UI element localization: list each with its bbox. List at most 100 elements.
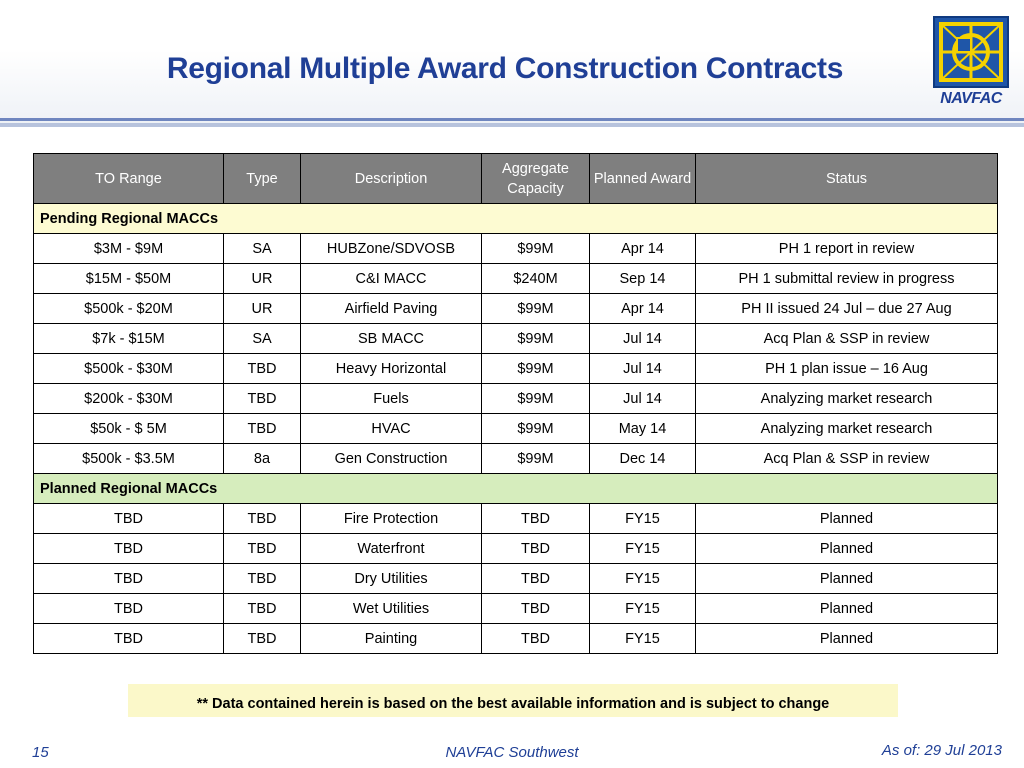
cell-to-range: $500k - $20M	[33, 293, 224, 324]
table-row: $500k - $3.5M 8a Gen Construction $99M Dec 1…	[33, 443, 998, 474]
cell-type: UR	[223, 293, 301, 324]
cell-aggregate-capacity: TBD	[481, 593, 590, 624]
cell-type: TBD	[223, 353, 301, 384]
cell-to-range: $15M - $50M	[33, 263, 224, 294]
cell-description: HUBZone/SDVOSB	[300, 233, 482, 264]
cell-planned-award: FY15	[589, 533, 696, 564]
table-row: TBD TBD Dry Utilities TBD FY15 Planned	[33, 563, 998, 594]
cell-to-range: $500k - $3.5M	[33, 443, 224, 474]
table-row: $15M - $50M UR C&I MACC $240M Sep 14 PH 1 sub…	[33, 263, 998, 294]
cell-planned-award: Jul 14	[589, 323, 696, 354]
cell-aggregate-capacity: $99M	[481, 293, 590, 324]
col-header-status: Status	[695, 153, 998, 204]
macc-table: TO Range Type Description Aggregate Capa…	[33, 153, 998, 654]
cell-planned-award: FY15	[589, 593, 696, 624]
cell-planned-award: Apr 14	[589, 293, 696, 324]
logo-emblem	[933, 16, 1009, 88]
cell-to-range: TBD	[33, 503, 224, 534]
navfac-logo: NAVFAC	[933, 16, 1009, 109]
cell-planned-award: FY15	[589, 623, 696, 654]
table-row: $50k - $ 5M TBD HVAC $99M May 14 Analyzing ma…	[33, 413, 998, 444]
cell-description: Airfield Paving	[300, 293, 482, 324]
cell-status: Acq Plan & SSP in review	[695, 323, 998, 354]
cell-description: Painting	[300, 623, 482, 654]
compass-emblem-icon	[939, 22, 1003, 82]
header-rule-light	[0, 123, 1024, 127]
cell-description: C&I MACC	[300, 263, 482, 294]
cell-description: Fuels	[300, 383, 482, 414]
cell-to-range: $500k - $30M	[33, 353, 224, 384]
table-row: TBD TBD Fire Protection TBD FY15 Planned	[33, 503, 998, 534]
section-row: Planned Regional MACCs	[33, 473, 998, 504]
cell-aggregate-capacity: $99M	[481, 383, 590, 414]
section-row: Pending Regional MACCs	[33, 203, 998, 234]
cell-planned-award: FY15	[589, 503, 696, 534]
cell-to-range: $7k - $15M	[33, 323, 224, 354]
slide-title: Regional Multiple Award Construction Con…	[166, 52, 844, 85]
cell-status: Planned	[695, 563, 998, 594]
col-header-to-range: TO Range	[33, 153, 224, 204]
cell-type: TBD	[223, 383, 301, 414]
cell-description: Fire Protection	[300, 503, 482, 534]
cell-description: Dry Utilities	[300, 563, 482, 594]
header-background	[0, 0, 1024, 125]
cell-aggregate-capacity: TBD	[481, 533, 590, 564]
footer-organization: NAVFAC Southwest	[445, 744, 579, 761]
cell-planned-award: Jul 14	[589, 383, 696, 414]
cell-to-range: TBD	[33, 563, 224, 594]
cell-aggregate-capacity: $99M	[481, 323, 590, 354]
cell-status: Acq Plan & SSP in review	[695, 443, 998, 474]
cell-aggregate-capacity: $99M	[481, 413, 590, 444]
table-row: TBD TBD Wet Utilities TBD FY15 Planned	[33, 593, 998, 624]
cell-planned-award: May 14	[589, 413, 696, 444]
table-row: $500k - $30M TBD Heavy Horizontal $99M Jul 1…	[33, 353, 998, 384]
section-label: Planned Regional MACCs	[33, 473, 998, 504]
page-number: 15	[32, 744, 49, 761]
cell-status: Planned	[695, 503, 998, 534]
cell-to-range: $3M - $9M	[33, 233, 224, 264]
col-header-type: Type	[223, 153, 301, 204]
cell-type: TBD	[223, 623, 301, 654]
table-row: $200k - $30M TBD Fuels $99M Jul 14 Analyzing …	[33, 383, 998, 414]
col-header-planned-award: Planned Award	[589, 153, 696, 204]
cell-aggregate-capacity: TBD	[481, 623, 590, 654]
cell-planned-award: Apr 14	[589, 233, 696, 264]
table-row: $7k - $15M SA SB MACC $99M Jul 14 Acq Plan & …	[33, 323, 998, 354]
cell-description: Gen Construction	[300, 443, 482, 474]
cell-type: TBD	[223, 533, 301, 564]
cell-to-range: TBD	[33, 593, 224, 624]
cell-status: PH 1 plan issue – 16 Aug	[695, 353, 998, 384]
header-rule-dark	[0, 118, 1024, 121]
cell-description: Waterfront	[300, 533, 482, 564]
cell-to-range: $200k - $30M	[33, 383, 224, 414]
cell-description: SB MACC	[300, 323, 482, 354]
cell-aggregate-capacity: $99M	[481, 443, 590, 474]
section-label: Pending Regional MACCs	[33, 203, 998, 234]
cell-planned-award: Jul 14	[589, 353, 696, 384]
table-body: Pending Regional MACCs $3M - $9M SA HUBZone…	[33, 203, 998, 654]
cell-type: TBD	[223, 503, 301, 534]
cell-aggregate-capacity: $99M	[481, 233, 590, 264]
cell-description: HVAC	[300, 413, 482, 444]
table-row: $500k - $20M UR Airfield Paving $99M Apr 14 P…	[33, 293, 998, 324]
cell-status: Planned	[695, 533, 998, 564]
cell-type: UR	[223, 263, 301, 294]
cell-status: PH 1 report in review	[695, 233, 998, 264]
cell-to-range: $50k - $ 5M	[33, 413, 224, 444]
cell-status: Planned	[695, 593, 998, 624]
cell-planned-award: Sep 14	[589, 263, 696, 294]
cell-aggregate-capacity: TBD	[481, 503, 590, 534]
cell-status: Analyzing market research	[695, 413, 998, 444]
table-row: $3M - $9M SA HUBZone/SDVOSB $99M Apr 14 PH 1 …	[33, 233, 998, 264]
cell-type: 8a	[223, 443, 301, 474]
col-header-description: Description	[300, 153, 482, 204]
cell-type: TBD	[223, 413, 301, 444]
table-row: TBD TBD Painting TBD FY15 Planned	[33, 623, 998, 654]
cell-status: Planned	[695, 623, 998, 654]
cell-type: SA	[223, 233, 301, 264]
cell-description: Wet Utilities	[300, 593, 482, 624]
cell-to-range: TBD	[33, 533, 224, 564]
cell-type: TBD	[223, 563, 301, 594]
cell-aggregate-capacity: $99M	[481, 353, 590, 384]
cell-aggregate-capacity: TBD	[481, 563, 590, 594]
